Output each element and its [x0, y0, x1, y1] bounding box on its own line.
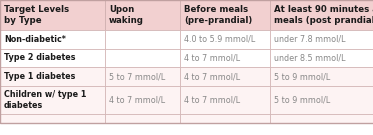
Bar: [0, 30, 105, 49]
Bar: [180, 114, 270, 123]
Bar: [180, 49, 270, 67]
Bar: [270, 67, 373, 86]
Text: 4 to 7 mmol/L: 4 to 7 mmol/L: [184, 95, 240, 104]
Text: 5 to 9 mmol/L: 5 to 9 mmol/L: [274, 95, 330, 104]
Bar: [105, 49, 180, 67]
Bar: [180, 0, 270, 30]
Text: 4 to 7 mmol/L: 4 to 7 mmol/L: [184, 72, 240, 81]
Text: 5 to 7 mmol/L: 5 to 7 mmol/L: [109, 72, 165, 81]
Bar: [0, 114, 105, 123]
Text: Non-diabetic*: Non-diabetic*: [4, 35, 66, 44]
Text: under 7.8 mmol/L: under 7.8 mmol/L: [274, 35, 345, 44]
Bar: [105, 0, 180, 30]
Bar: [0, 86, 105, 114]
Bar: [105, 30, 180, 49]
Text: Children w/ type 1
diabetes: Children w/ type 1 diabetes: [4, 90, 87, 110]
Text: At least 90 minutes after
meals (post prandial): At least 90 minutes after meals (post pr…: [274, 5, 373, 25]
Bar: [270, 0, 373, 30]
Bar: [105, 114, 180, 123]
Text: 5 to 9 mmol/L: 5 to 9 mmol/L: [274, 72, 330, 81]
Text: Target Levels
by Type: Target Levels by Type: [4, 5, 69, 25]
Text: under 8.5 mmol/L: under 8.5 mmol/L: [274, 53, 345, 63]
Text: 4 to 7 mmol/L: 4 to 7 mmol/L: [184, 53, 240, 63]
Text: Type 2 diabetes: Type 2 diabetes: [4, 53, 75, 63]
Bar: [270, 49, 373, 67]
Bar: [180, 67, 270, 86]
Bar: [180, 30, 270, 49]
Bar: [0, 49, 105, 67]
Bar: [0, 67, 105, 86]
Text: Type 1 diabetes: Type 1 diabetes: [4, 72, 75, 81]
Bar: [180, 86, 270, 114]
Bar: [270, 114, 373, 123]
Bar: [105, 67, 180, 86]
Text: Before meals
(pre-prandial): Before meals (pre-prandial): [184, 5, 252, 25]
Text: 4.0 to 5.9 mmol/L: 4.0 to 5.9 mmol/L: [184, 35, 255, 44]
Bar: [105, 86, 180, 114]
Bar: [0, 0, 105, 30]
Text: 4 to 7 mmol/L: 4 to 7 mmol/L: [109, 95, 165, 104]
Bar: [270, 30, 373, 49]
Bar: [270, 86, 373, 114]
Text: Upon
waking: Upon waking: [109, 5, 144, 25]
